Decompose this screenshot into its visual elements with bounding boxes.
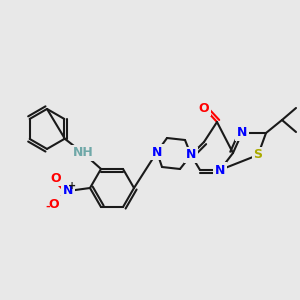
Text: N: N [63, 184, 73, 197]
Text: -: - [46, 202, 50, 212]
Text: N: N [152, 146, 162, 158]
Text: +: + [68, 181, 76, 191]
Text: N: N [215, 164, 225, 176]
Text: S: S [254, 148, 262, 161]
Text: O: O [199, 101, 209, 115]
Text: O: O [49, 197, 59, 211]
Text: N: N [237, 127, 247, 140]
Text: NH: NH [73, 146, 93, 159]
Text: N: N [186, 148, 196, 161]
Text: O: O [51, 172, 61, 184]
